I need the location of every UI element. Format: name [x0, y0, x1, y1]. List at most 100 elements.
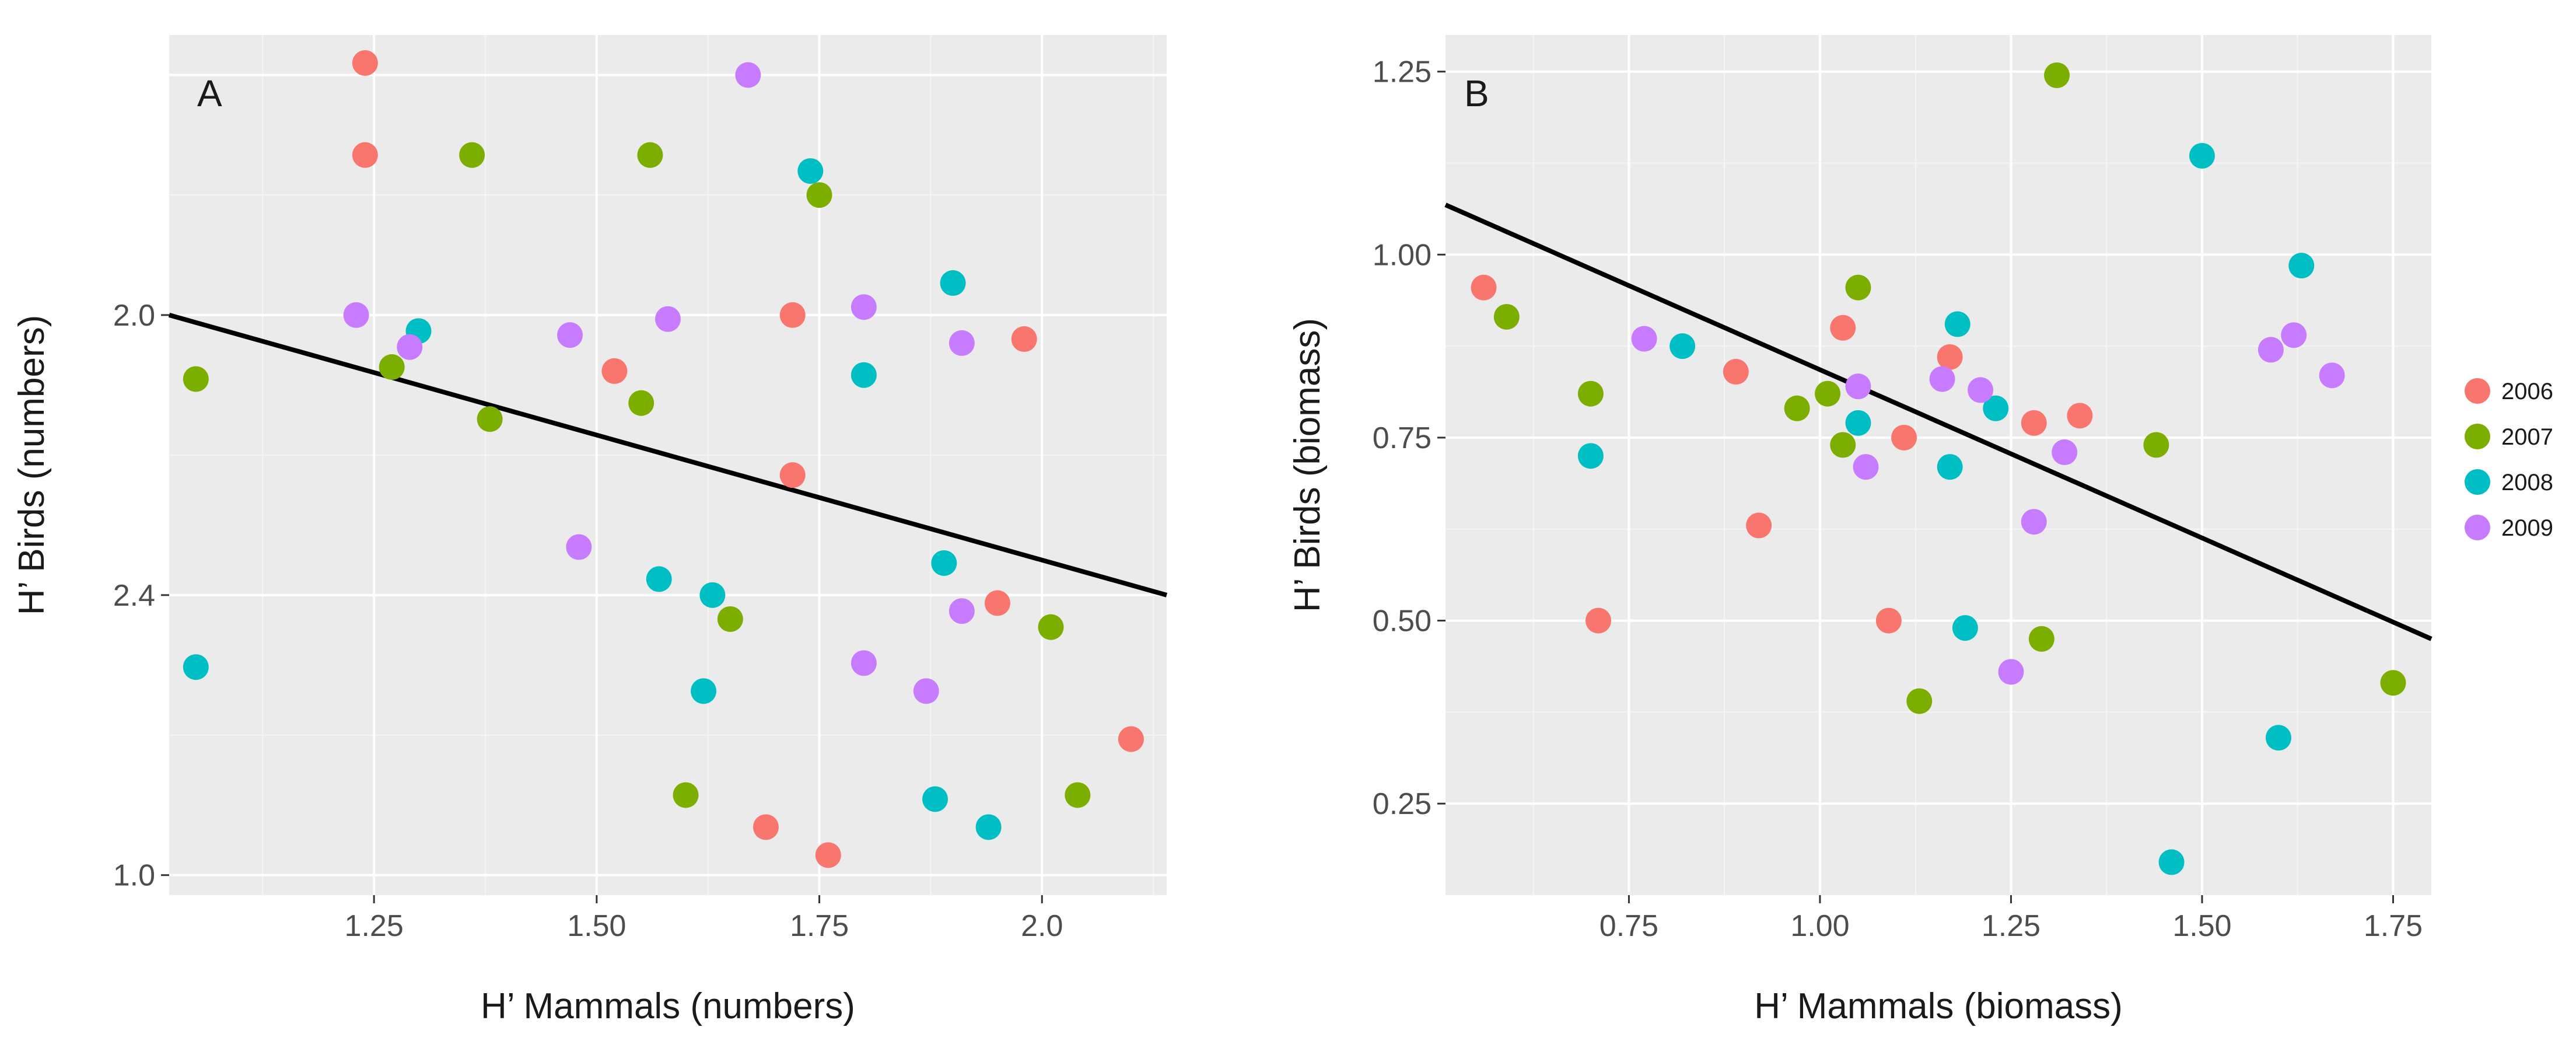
legend-label-2008: 2008: [2501, 470, 2553, 495]
panel-a-point-2009-3: [566, 534, 592, 560]
panel-b-points: [1471, 62, 2406, 875]
panel-b-point-2006-0: [1471, 274, 1497, 301]
panel-b-point-2009-4: [1968, 377, 1994, 403]
panel-a: 1.25 1.50 1.75 2.0 1.0 2.4 2.0 A H’ Mammals (n…: [12, 35, 1168, 1026]
panel-a-point-2008-9: [922, 786, 949, 812]
panel-b-ticks: 0.75 1.00 1.25 1.50 1.75 0.25 0.50 0.75 1.00 1.25: [1373, 55, 2423, 943]
panel-b-y-tick-label-2: 0.75: [1373, 421, 1432, 455]
panel-b-y-tick-label-1: 0.50: [1373, 605, 1432, 638]
panel-b-x-tick-label-2: 1.25: [1982, 909, 2041, 943]
panel-b-point-2006-1: [1586, 607, 1612, 634]
panel-a-ticks: 1.25 1.50 1.75 2.0 1.0 2.4 2.0: [113, 299, 1063, 943]
panel-a-point-2009-7: [949, 330, 975, 356]
legend-swatch-2008: [2465, 469, 2490, 495]
panel-b-point-2009-10: [2319, 362, 2345, 389]
panel-b-point-2009-6: [2021, 509, 2047, 535]
legend-label-2006: 2006: [2501, 379, 2553, 404]
panel-a-point-2007-6: [806, 182, 832, 208]
panel-b-point-2007-1: [1577, 380, 1604, 407]
panel-b-fit-line: [1444, 202, 2432, 641]
panel-b-y-tick-label-0: 0.25: [1373, 787, 1432, 821]
panel-b-y-tick-label-4: 1.25: [1373, 55, 1432, 89]
panel-a-x-axis-title: H’ Mammals (numbers): [481, 986, 855, 1026]
panel-b-point-2009-3: [1929, 366, 1955, 392]
panel-b-x-tick-label-3: 1.50: [2172, 909, 2231, 943]
panel-b-point-2006-4: [1830, 315, 1856, 341]
panel-b-point-2007-7: [2028, 626, 2054, 652]
panel-a-y-axis-title: H’ Birds (numbers): [12, 315, 52, 615]
panel-b-point-2006-9: [2067, 403, 2093, 429]
panel-a-point-2008-0: [183, 654, 209, 680]
panel-b-point-2007-0: [1493, 303, 1520, 330]
panel-a-point-2006-0: [352, 50, 378, 76]
panel-b-point-2008-7: [2189, 142, 2215, 169]
panel-b-y-tick-label-3: 1.00: [1373, 238, 1432, 272]
panel-a-point-2009-9: [850, 650, 877, 676]
panel-a-point-2006-3: [779, 462, 806, 488]
panel-a-y-tick-label-1: 2.4: [113, 579, 155, 613]
panel-a-point-2008-5: [797, 158, 824, 184]
panel-b-point-2006-6: [1891, 424, 1917, 450]
panel-b-point-2006-2: [1723, 359, 1749, 385]
panel-a-point-2007-7: [717, 606, 743, 632]
panel-a-point-2007-2: [459, 142, 485, 168]
panel-b-x-axis-title: H’ Mammals (biomass): [1754, 986, 2123, 1026]
panel-a-point-2009-8: [949, 598, 975, 624]
panel-a-point-2008-7: [940, 270, 966, 296]
panel-a-point-2006-8: [815, 842, 841, 868]
panel-b-x-tick-label-1: 1.00: [1790, 909, 1849, 943]
panel-b-point-2007-6: [1906, 688, 1933, 714]
legend-swatch-2006: [2465, 378, 2490, 404]
panel-b-y-axis-title: H’ Birds (biomass): [1287, 318, 1328, 612]
panel-a-point-2008-2: [646, 566, 672, 592]
panel-b-point-2009-5: [1998, 659, 2024, 685]
panel-b-point-2009-8: [2258, 337, 2284, 363]
panel-b-point-2008-3: [1937, 454, 1963, 480]
panel-b-x-tick-label-0: 0.75: [1600, 909, 1658, 943]
panel-a-point-2007-9: [1038, 614, 1064, 640]
panel-a-label: A: [197, 72, 222, 114]
panel-b-point-2008-1: [1670, 333, 1696, 359]
panel-a-point-2009-10: [913, 678, 939, 704]
panel-a-point-2007-10: [1065, 782, 1091, 808]
panel-b-point-2008-2: [1845, 410, 1871, 436]
panel-a-y-tick-label-0: 1.0: [113, 859, 155, 893]
panel-a-point-2006-4: [779, 302, 806, 328]
panel-b-label: B: [1464, 72, 1489, 114]
panel-b: 0.75 1.00 1.25 1.50 1.75 0.25 0.50 0.75 1.00 1.25…: [1287, 35, 2432, 1026]
panel-a-point-2007-0: [183, 366, 209, 392]
panel-b-point-2008-9: [2265, 725, 2291, 751]
panel-a-point-2009-1: [397, 334, 423, 360]
panel-b-point-2007-5: [1845, 274, 1871, 301]
panel-a-point-2009-2: [557, 322, 583, 348]
panel-a-point-2006-1: [352, 142, 378, 168]
legend-swatch-2009: [2465, 515, 2490, 540]
panel-b-point-2008-8: [2158, 849, 2185, 875]
legend-label-2009: 2009: [2501, 515, 2553, 541]
panel-a-point-2006-9: [1118, 726, 1144, 752]
panel-a-point-2008-4: [691, 678, 717, 704]
panel-a-point-2007-5: [628, 390, 654, 416]
panel-b-point-2006-8: [2021, 410, 2047, 436]
panel-b-point-2008-5: [1952, 615, 1978, 641]
panel-a-point-2009-6: [850, 294, 877, 320]
panel-b-point-2009-2: [1853, 454, 1879, 480]
panel-b-point-2006-7: [1937, 344, 1963, 370]
panel-a-points: [183, 50, 1144, 868]
panel-a-x-tick-label-1: 1.50: [567, 909, 626, 943]
panel-a-point-2007-8: [673, 782, 699, 808]
panel-a-point-2006-5: [1011, 326, 1037, 352]
panel-b-point-2007-3: [1815, 380, 1841, 407]
legend-swatch-2007: [2465, 424, 2490, 449]
panel-a-point-2007-3: [477, 406, 503, 432]
panel-b-point-2009-7: [2052, 439, 2078, 466]
panel-b-point-2008-0: [1577, 443, 1604, 469]
panel-a-point-2008-3: [699, 582, 726, 608]
panel-a-point-2009-0: [343, 302, 369, 328]
panel-a-point-2006-6: [984, 590, 1010, 616]
panel-b-point-2006-5: [1875, 607, 1902, 634]
panel-a-point-2007-4: [637, 142, 663, 168]
panel-b-point-2007-8: [2044, 62, 2070, 88]
panel-a-point-2008-10: [975, 814, 1002, 840]
